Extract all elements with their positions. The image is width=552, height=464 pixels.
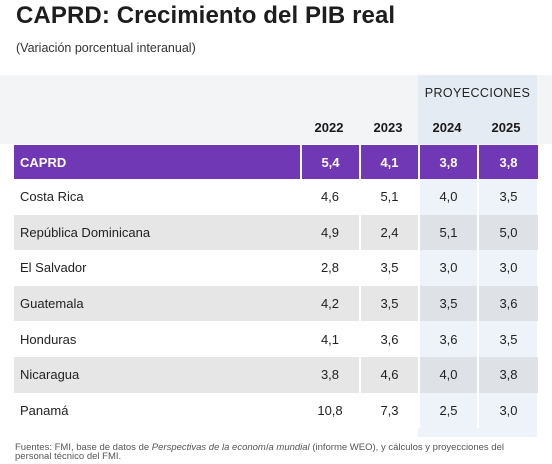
value-2022: 3,8 — [320, 367, 340, 383]
table-row: Guatemala 4,2 3,5 3,5 3,6 — [14, 285, 538, 322]
value-2022: 5,4 — [300, 145, 360, 179]
row-label: Guatemala — [20, 296, 84, 312]
value-2023: 2,4 — [359, 214, 419, 251]
year-header-2022: 2022 — [314, 120, 344, 135]
table-row: Costa Rica 4,6 5,1 4,0 3,5 — [14, 179, 538, 215]
row-label: Panamá — [20, 402, 69, 418]
row-label: Honduras — [20, 331, 77, 347]
value-2024: 3,6 — [418, 321, 478, 357]
year-header-2025: 2025 — [491, 120, 521, 135]
value-2024: 2,5 — [418, 392, 478, 429]
table-row: Honduras 4,1 3,6 3,6 3,5 — [14, 321, 538, 357]
footnote-suffix: (informe WEO), y cálculos y proyecciones… — [15, 442, 504, 462]
value-2025: 3,5 — [477, 179, 538, 215]
value-2025: 3,8 — [477, 145, 538, 179]
value-2023: 3,5 — [359, 250, 419, 286]
value-2022: 4,9 — [320, 224, 340, 240]
value-2025: 3,0 — [477, 250, 538, 286]
table-header-band — [0, 75, 552, 144]
source-footnote: Fuentes: FMI, base de datos de Perspecti… — [15, 442, 535, 462]
footnote-source-title: Perspectivas de la economía mundial — [151, 442, 310, 453]
value-2022: 10,8 — [317, 402, 343, 418]
row-label: CAPRD — [20, 154, 67, 170]
year-header-2024: 2024 — [432, 120, 462, 135]
row-label: República Dominicana — [20, 224, 151, 240]
value-2024: 3,8 — [418, 145, 478, 179]
value-2024: 3,0 — [418, 250, 478, 286]
projections-label: PROYECCIONES — [424, 86, 531, 100]
footnote-prefix: Fuentes: FMI, base de datos de — [15, 442, 152, 453]
table-row: Nicaragua 3,8 4,6 4,0 3,8 — [14, 356, 538, 393]
value-2022: 4,2 — [320, 296, 340, 312]
table-row: República Dominicana 4,9 2,4 5,1 5,0 — [14, 214, 538, 251]
value-2025: 5,0 — [477, 214, 538, 251]
page-subtitle: (Variación porcentual interanual) — [16, 41, 196, 55]
value-2022: 2,8 — [320, 260, 340, 276]
value-2022: 4,1 — [320, 331, 340, 347]
value-2025: 3,0 — [477, 392, 538, 429]
page-title: CAPRD: Crecimiento del PIB real — [16, 2, 396, 29]
value-2024: 3,5 — [418, 285, 478, 322]
table-row: El Salvador 2,8 3,5 3,0 3,0 — [14, 250, 538, 286]
value-2025: 3,8 — [477, 356, 538, 393]
value-2025: 3,6 — [477, 285, 538, 322]
gdp-growth-table: CAPRD 5,4 4,1 3,8 3,8 Costa Rica 4,6 5,1… — [14, 145, 538, 429]
value-2023: 3,5 — [359, 285, 419, 322]
value-2023: 4,6 — [359, 356, 419, 393]
year-header-2023: 2023 — [373, 120, 403, 135]
value-2023: 5,1 — [359, 179, 419, 215]
value-2022: 4,6 — [320, 189, 340, 205]
value-2024: 4,0 — [418, 356, 478, 393]
row-label: Costa Rica — [20, 189, 84, 205]
table-row: Panamá 10,8 7,3 2,5 3,0 — [14, 392, 538, 429]
row-label: El Salvador — [20, 260, 87, 276]
value-2023: 3,6 — [359, 321, 419, 357]
value-2024: 4,0 — [418, 179, 478, 215]
value-2025: 3,5 — [477, 321, 538, 357]
value-2023: 4,1 — [359, 145, 419, 179]
value-2024: 5,1 — [418, 214, 478, 251]
row-label: Nicaragua — [20, 367, 80, 383]
table-row-caprd: CAPRD 5,4 4,1 3,8 3,8 — [14, 145, 538, 179]
value-2023: 7,3 — [359, 392, 419, 429]
